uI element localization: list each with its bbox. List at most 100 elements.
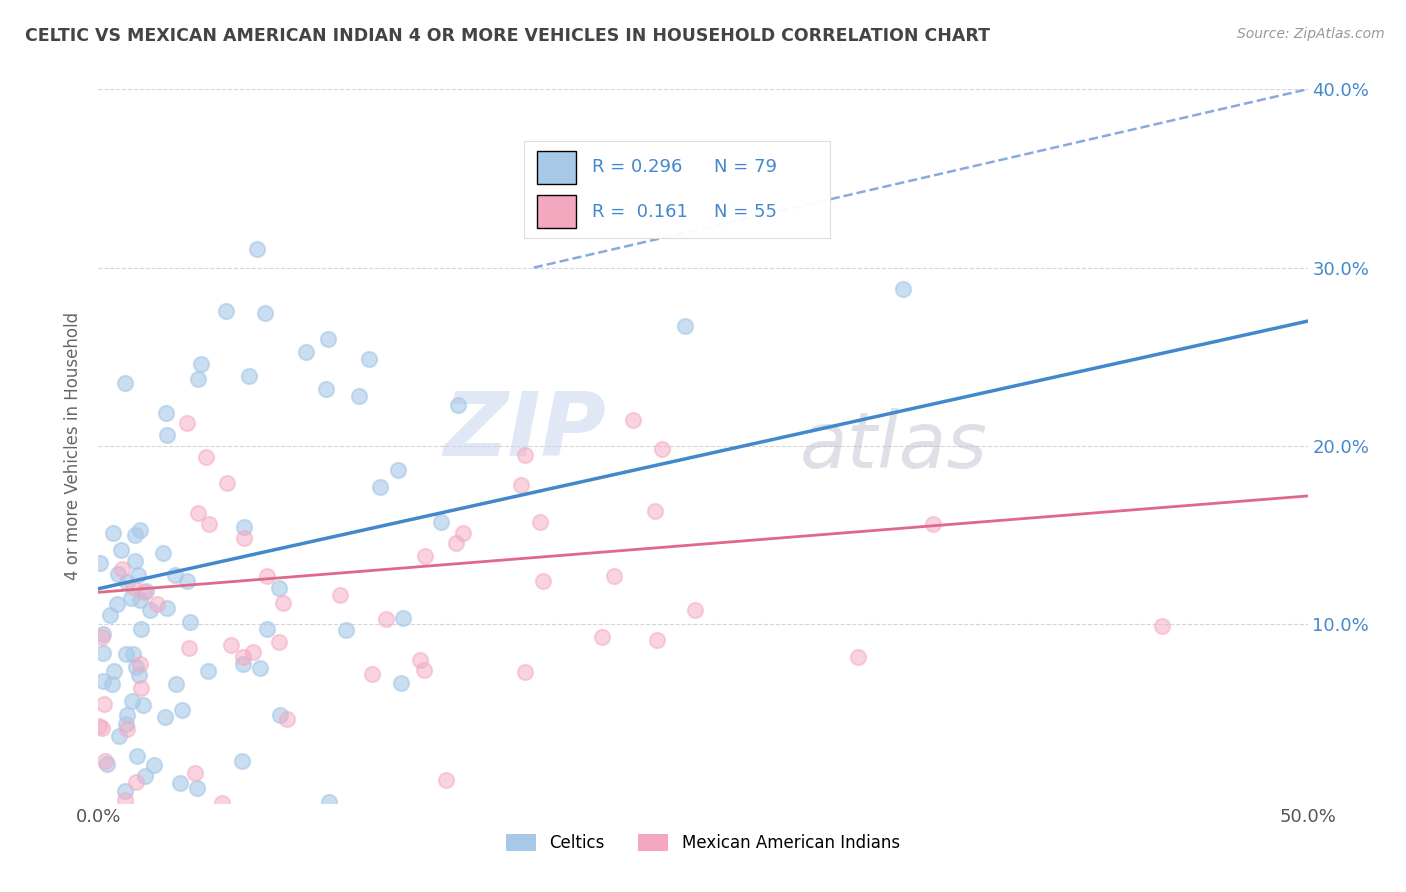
Point [131,623,153,637]
Point [179,641,201,656]
Point [846,650,869,665]
Point [359,352,381,367]
Point [315,382,337,396]
Point [1152,619,1174,633]
Point [375,612,398,626]
Text: Source: ZipAtlas.com: Source: ZipAtlas.com [1237,27,1385,41]
Point [232,520,254,534]
Point [114,793,136,807]
Point [249,661,271,675]
Point [211,796,233,810]
Point [172,703,194,717]
Point [645,632,668,647]
Point [267,635,290,649]
Point [124,554,146,568]
Point [256,622,278,636]
Point [155,407,177,421]
Point [347,388,370,402]
Point [446,398,468,412]
Point [120,591,142,605]
Text: N = 55: N = 55 [714,202,776,220]
Point [105,597,128,611]
Point [146,597,169,611]
Point [179,615,201,629]
Point [529,515,551,529]
Point [155,710,177,724]
Point [94,754,117,768]
Point [603,569,626,583]
Point [256,569,278,583]
Point [186,780,208,795]
Point [683,603,706,617]
Point [232,657,254,672]
Point [232,531,254,545]
Point [156,427,179,442]
Point [413,549,436,564]
Point [121,580,143,594]
Point [156,600,179,615]
Point [129,523,152,537]
Point [215,304,238,318]
Point [513,665,536,680]
Point [107,567,129,582]
Point [891,282,914,296]
Point [197,517,219,532]
Point [195,450,218,465]
Point [276,712,298,726]
Point [591,631,613,645]
FancyBboxPatch shape [537,195,576,228]
Point [621,413,644,427]
Point [318,332,340,346]
Point [232,650,254,665]
Point [89,556,111,570]
Legend: Celtics, Mexican American Indians: Celtics, Mexican American Indians [499,827,907,859]
Point [115,722,138,736]
Point [387,463,409,477]
Point [515,448,537,462]
Point [121,694,143,708]
Point [246,242,269,256]
Point [96,756,118,771]
Text: CELTIC VS MEXICAN AMERICAN INDIAN 4 OR MORE VEHICLES IN HOUSEHOLD CORRELATION CH: CELTIC VS MEXICAN AMERICAN INDIAN 4 OR M… [25,27,990,45]
Text: N = 79: N = 79 [714,159,776,177]
Point [408,653,430,667]
Point [183,765,205,780]
Point [91,646,114,660]
Point [117,707,139,722]
Text: atlas: atlas [800,408,987,484]
Point [124,775,146,789]
Point [434,772,457,787]
Point [90,721,112,735]
Point [231,754,253,768]
Point [269,581,291,595]
Point [361,667,384,681]
Point [187,372,209,386]
Point [451,526,474,541]
Point [110,542,132,557]
Point [142,758,165,772]
Point [190,357,212,371]
Point [91,626,114,640]
Point [135,584,157,599]
Point [187,506,209,520]
Text: R = 0.296: R = 0.296 [592,159,682,177]
Point [651,442,673,456]
Point [152,546,174,560]
Point [90,630,112,644]
Point [115,647,138,661]
Point [93,698,115,712]
Point [139,603,162,617]
Point [176,574,198,588]
Point [101,526,124,541]
Point [413,663,436,677]
Point [269,707,291,722]
Point [101,677,124,691]
Point [125,748,148,763]
Point [644,503,666,517]
Point [165,568,187,582]
Text: R =  0.161: R = 0.161 [592,202,688,220]
Point [122,647,145,661]
Point [128,657,150,671]
Point [89,719,111,733]
Text: ZIP: ZIP [443,388,606,475]
